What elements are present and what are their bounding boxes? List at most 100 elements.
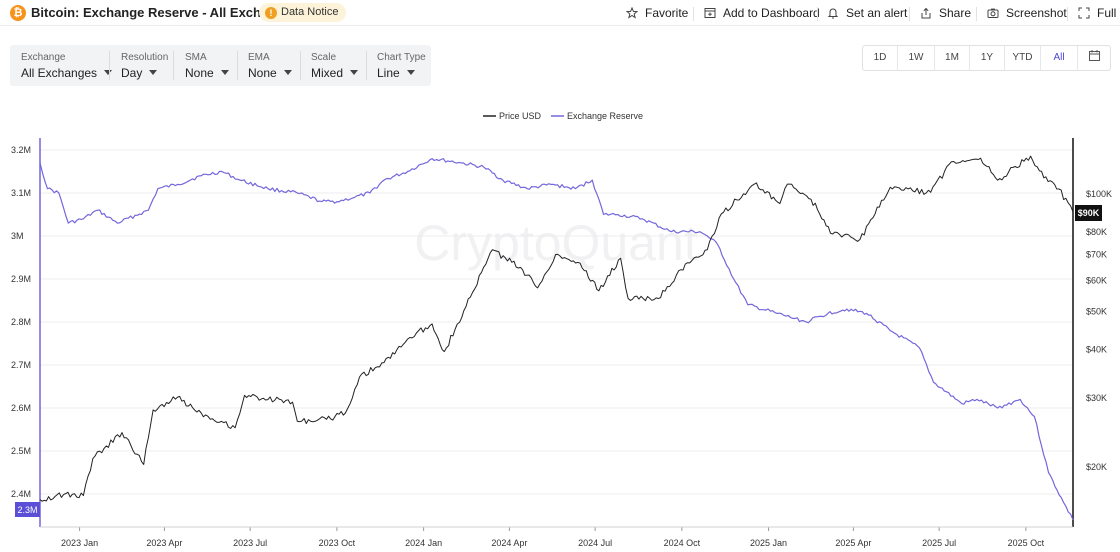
x-tick-label: 2025 Jul (922, 538, 956, 548)
divider (173, 51, 174, 80)
resolution-value-text: Day (121, 66, 143, 80)
current-reserve-label: 2.3M (17, 505, 37, 515)
y-left-tick-label: 3M (11, 231, 24, 241)
x-tick-label: 2024 Jan (405, 538, 442, 548)
ema-value-text: None (248, 66, 277, 80)
fullscreen-icon (1078, 7, 1090, 19)
chart-type-select[interactable]: Chart Type Line (366, 45, 431, 86)
ema-select[interactable]: EMA None (237, 45, 300, 86)
y-right-tick-label: $100K (1086, 189, 1112, 199)
date-picker-button[interactable] (1078, 46, 1111, 70)
y-right-tick-label: $70K (1086, 250, 1107, 260)
fullscreen-button[interactable]: Full (1078, 4, 1116, 22)
dashboard-label: Add to Dashboard (723, 6, 820, 20)
screenshot-button[interactable]: Screenshot (987, 4, 1067, 22)
divider (897, 46, 898, 70)
ema-select-label: EMA (248, 52, 270, 63)
divider (109, 51, 110, 80)
chevron-down-icon (283, 70, 292, 75)
ema-select-value: None (248, 66, 300, 80)
bell-icon (827, 8, 839, 19)
share-button[interactable]: Share (920, 4, 971, 22)
x-tick-label: 2025 Oct (1008, 538, 1045, 548)
page-title: Bitcoin: Exchange Reserve - All Exchange… (31, 5, 299, 20)
divider (1077, 46, 1078, 70)
chevron-down-icon (104, 70, 113, 75)
sma-value-text: None (185, 66, 214, 80)
x-tick-label: 2024 Apr (491, 538, 527, 548)
sma-select[interactable]: SMA None (174, 45, 237, 86)
divider (976, 7, 977, 21)
scale-select-value: Mixed (311, 66, 366, 80)
calendar-icon (1089, 50, 1100, 61)
x-tick-label: 2023 Apr (146, 538, 182, 548)
share-icon (921, 7, 931, 19)
range-1m-button[interactable]: 1M (945, 52, 959, 63)
scale-select-label: Scale (311, 52, 337, 63)
resolution-select-label: Resolution (121, 52, 169, 63)
divider (693, 7, 694, 21)
chevron-down-icon (406, 70, 415, 75)
x-tick-label: 2025 Jan (750, 538, 787, 548)
divider (1004, 46, 1005, 70)
series-line-exchange-reserve (39, 158, 1074, 521)
resolution-select-value: Day (121, 66, 174, 80)
divider (1067, 7, 1068, 21)
chevron-down-icon (149, 70, 158, 75)
range-all-button[interactable]: All (1053, 52, 1065, 63)
x-tick-label: 2024 Jul (578, 538, 612, 548)
alert-label: Set an alert (846, 6, 908, 20)
scale-value-text: Mixed (311, 66, 344, 80)
range-1y-button[interactable]: 1Y (980, 52, 994, 63)
scale-select[interactable]: Scale Mixed (300, 45, 366, 86)
x-tick-label: 2024 Oct (664, 538, 701, 548)
exchange-select-label: Exchange (21, 52, 66, 63)
data-notice-label: Data Notice (281, 6, 339, 18)
camera-icon (987, 8, 999, 18)
divider (969, 46, 970, 70)
exchange-reserve-chart[interactable]: CryptoQuant 3.2M 3.1M 3M 2.9M 2.8M 2.7M 2.6M 2.5… (0, 100, 1120, 552)
add-to-dashboard-button[interactable]: Add to Dashboard (704, 4, 820, 22)
y-left-tick-label: 3.1M (11, 188, 31, 198)
divider (237, 51, 238, 80)
divider (1040, 46, 1041, 70)
chevron-down-icon (220, 70, 229, 75)
current-reserve-badge (15, 502, 40, 517)
screenshot-label: Screenshot (1006, 6, 1067, 20)
divider (366, 51, 367, 80)
set-alert-button[interactable]: Set an alert (827, 4, 907, 22)
divider (817, 7, 818, 21)
y-right-tick-label: $40K (1086, 344, 1107, 354)
y-right-tick-label: $80K (1086, 227, 1107, 237)
legend-label-reserve: Exchange Reserve (567, 111, 643, 121)
chart-type-select-label: Chart Type (377, 52, 426, 63)
range-1w-button[interactable]: 1W (908, 52, 924, 63)
current-price-badge (1075, 205, 1102, 221)
time-range-selector: 1D 1W 1M 1Y YTD All (862, 45, 1111, 71)
y-right-tick-label: $60K (1086, 276, 1107, 286)
divider (934, 46, 935, 70)
y-left-tick-label: 2.7M (11, 360, 31, 370)
exchange-value-text: All Exchanges (21, 66, 98, 80)
sma-select-label: SMA (185, 52, 207, 63)
y-left-tick-label: 2.4M (11, 489, 31, 499)
y-left-tick-label: 2.9M (11, 274, 31, 284)
range-1d-button[interactable]: 1D (873, 52, 887, 63)
chart-settings-toolbar: Exchange All Exchanges Resolution Day SM… (10, 45, 431, 86)
full-label: Full (1097, 6, 1117, 20)
y-left-tick-label: 2.6M (11, 403, 31, 413)
chart-header: ₿ Bitcoin: Exchange Reserve - All Exchan… (0, 0, 1120, 26)
current-price-label: $90K (1078, 208, 1100, 218)
data-notice-badge[interactable]: ! Data Notice (259, 3, 347, 22)
exchange-select[interactable]: Exchange All Exchanges (10, 45, 113, 86)
exchange-select-value: All Exchanges (21, 66, 113, 80)
y-left-tick-label: 3.2M (11, 145, 31, 155)
favorite-button[interactable]: Favorite (626, 4, 688, 22)
warning-icon: ! (265, 7, 277, 19)
resolution-select[interactable]: Resolution Day (110, 45, 174, 86)
x-tick-label: 2023 Jan (61, 538, 98, 548)
series-line-price-usd (39, 155, 1074, 502)
divider (909, 7, 910, 21)
bitcoin-logo-icon: ₿ (10, 5, 26, 21)
range-ytd-button[interactable]: YTD (1012, 52, 1033, 63)
